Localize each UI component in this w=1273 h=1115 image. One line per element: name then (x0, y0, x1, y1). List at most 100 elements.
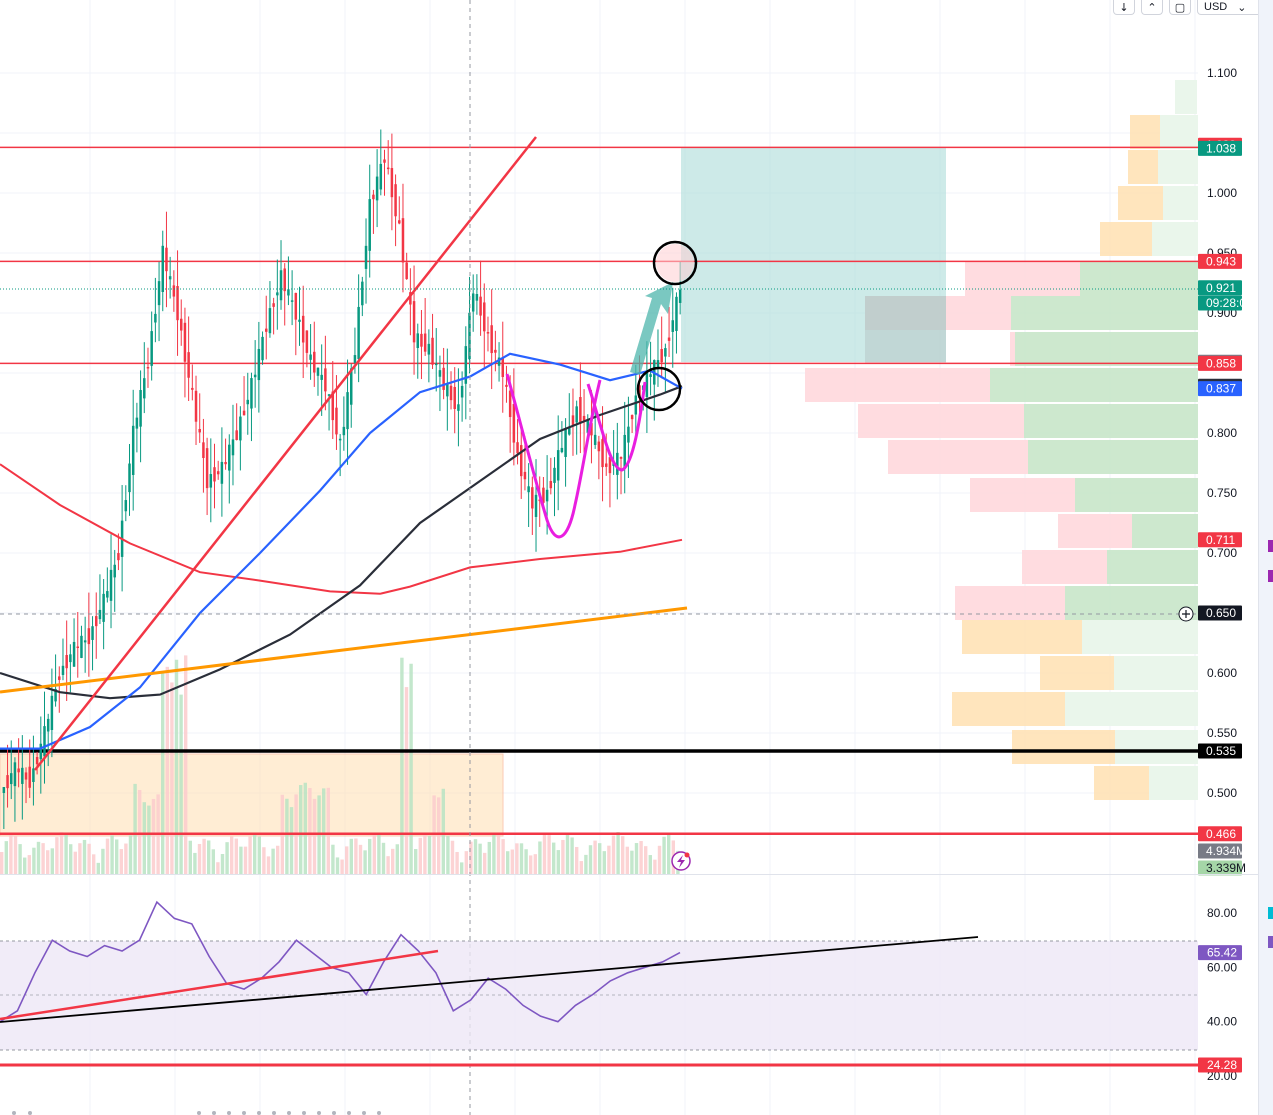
candle-down (597, 441, 601, 452)
volume-bar (285, 798, 289, 874)
candle-up (54, 688, 57, 702)
volume-bar (174, 659, 179, 874)
volume-bar (289, 807, 294, 874)
volume-bar (598, 843, 602, 874)
candle-down (549, 481, 553, 489)
volume-bar (414, 849, 418, 874)
handle-pattern[interactable] (586, 381, 647, 472)
price-badge (1198, 381, 1242, 397)
plus-icon-glyph (1182, 610, 1190, 618)
candle-up (21, 767, 24, 784)
candle-up (460, 385, 464, 398)
download-arrow-icon[interactable]: ↓ (1113, 0, 1135, 15)
candle-up (113, 564, 116, 578)
vp-buy-bar (1075, 478, 1198, 512)
candle-up (168, 276, 172, 280)
candle-up (298, 319, 301, 322)
volume-bar (248, 836, 252, 874)
currency-select[interactable]: USD ⌄ (1197, 0, 1269, 15)
price-badge (1198, 843, 1242, 859)
vp-buy-bar (1115, 730, 1198, 764)
volume-bar (506, 851, 510, 874)
price-axis[interactable]: 1.1001.0000.9500.9000.8000.7500.7000.600… (1198, 66, 1253, 876)
candle-up (586, 419, 590, 433)
side-marker-purple (1268, 540, 1273, 552)
volume-bar (446, 836, 450, 874)
candle-up (154, 313, 157, 323)
volume-bar (395, 844, 399, 874)
candle-up (2, 787, 6, 793)
candle-down (571, 415, 575, 425)
candle-up (150, 331, 153, 366)
candle-down (523, 471, 527, 480)
volume-bar (575, 846, 579, 874)
volume-bar (55, 837, 59, 874)
cup-pattern[interactable] (505, 373, 602, 539)
rsi-trendline-black[interactable] (0, 936, 979, 1023)
candle-down (35, 757, 39, 765)
volume-bar (165, 666, 169, 874)
time-axis-dots (12, 1111, 381, 1115)
price-badge-label: 0.858 (1206, 356, 1236, 370)
target-circle-fill (656, 244, 694, 282)
candle-down (449, 385, 453, 401)
volume-bars (0, 655, 680, 874)
candle-up (379, 163, 383, 190)
candle-up (268, 308, 272, 334)
target-circle[interactable] (652, 240, 698, 286)
rsi-trendline-red[interactable] (0, 949, 439, 1021)
volume-bar (322, 788, 326, 874)
candle-up (361, 281, 364, 306)
candle-up (556, 450, 560, 481)
collapse-icon[interactable]: ⌃ (1141, 0, 1163, 15)
volume-bar (423, 833, 427, 874)
candle-up (228, 444, 231, 471)
price-badge-label: 0.535 (1206, 744, 1236, 758)
candle-down (324, 368, 327, 392)
candle-up (139, 390, 142, 427)
price-badge-label: 0.943 (1206, 254, 1236, 268)
candle-down (608, 457, 612, 474)
candle-up (568, 427, 571, 435)
breakout-circle[interactable] (636, 366, 682, 412)
volume-bar (207, 840, 211, 874)
screenshot-icon[interactable]: ▢ (1169, 0, 1191, 15)
rising-trendline-red[interactable] (34, 136, 537, 771)
volume-bar (653, 859, 657, 874)
volume-bar (363, 850, 367, 874)
price-tick-label: 0.600 (1207, 666, 1237, 680)
volume-bar (202, 838, 206, 874)
volume-bar (188, 840, 192, 874)
candle-down (65, 655, 68, 669)
volume-bar (257, 836, 261, 874)
candle-down (191, 387, 194, 390)
projection-arrow[interactable] (630, 282, 673, 375)
candle-down (383, 159, 386, 163)
candle-down (372, 194, 375, 200)
target-zone[interactable] (681, 148, 946, 362)
volume-bar (36, 841, 41, 874)
volume-bar (197, 843, 202, 874)
volume-bar (381, 842, 386, 874)
volume-bar (593, 840, 597, 874)
price-badge-label: 3.339M (1206, 861, 1246, 875)
candle-up (527, 486, 530, 493)
demand-zone[interactable] (0, 753, 504, 837)
candle-up (61, 665, 65, 675)
volume-bar (96, 862, 100, 874)
ma-short-blue (0, 352, 683, 750)
top-toolbar: ↓ ⌃ ▢ USD ⌄ (1113, 0, 1273, 16)
vp-sell-bar (955, 586, 1065, 620)
candle-up (231, 439, 235, 456)
candle-down (76, 646, 80, 649)
support-trendline-orange[interactable] (0, 606, 688, 694)
candle-down (94, 616, 98, 627)
volume-bar (437, 797, 441, 874)
volume-bar (455, 851, 459, 874)
right-sidebar[interactable] (1258, 0, 1273, 1115)
pane-divider[interactable] (0, 874, 1259, 875)
volume-bar (87, 843, 91, 874)
candle-up (124, 500, 128, 512)
